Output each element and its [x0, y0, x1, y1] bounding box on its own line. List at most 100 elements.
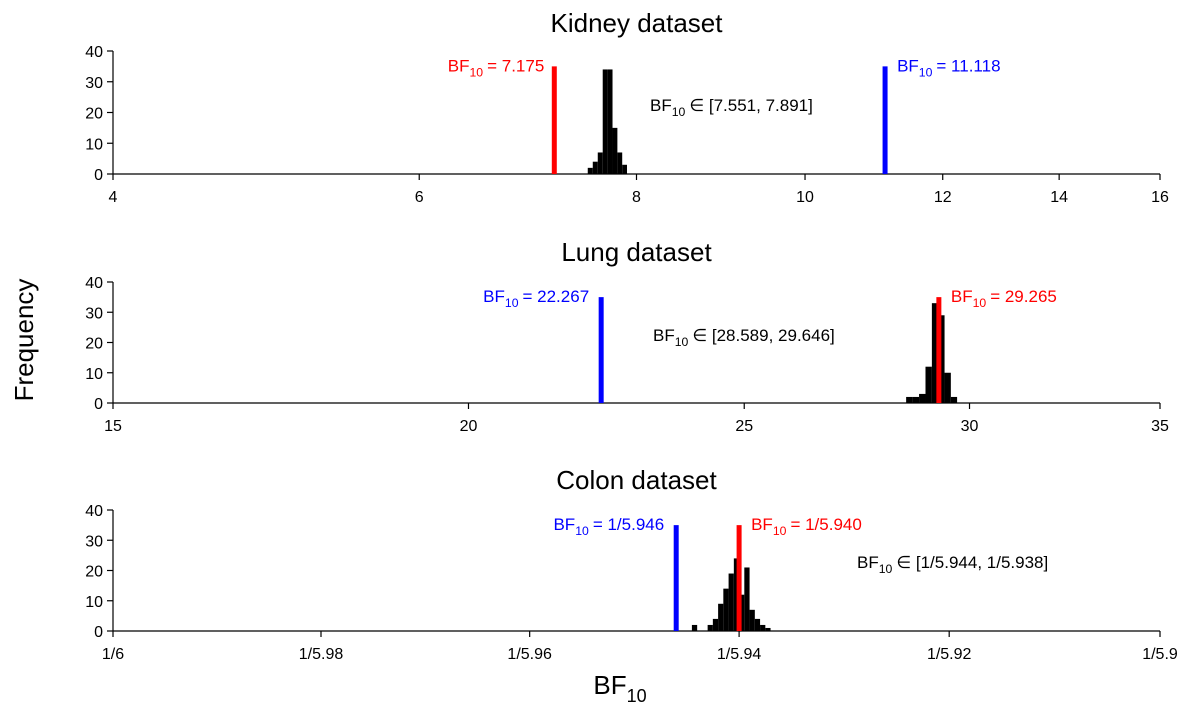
- histogram-bar: [944, 372, 951, 403]
- marker-label-base: BF: [951, 287, 973, 306]
- interval-label-text: ∈ [1/5.944, 1/5.938]: [896, 553, 1048, 572]
- histogram-bar: [754, 618, 761, 631]
- interval-label: BF10 ∈ [1/5.944, 1/5.938]: [857, 553, 1048, 576]
- histogram-bar: [733, 558, 740, 631]
- y-tick-label: 40: [85, 275, 103, 292]
- y-tick-label: 30: [85, 305, 103, 322]
- y-tick-label: 10: [85, 594, 103, 611]
- y-tick-label: 0: [94, 396, 103, 413]
- x-tick-label: 1/5.98: [299, 646, 344, 663]
- x-tick-label: 1/5.9: [1142, 646, 1178, 663]
- panel-title: Colon dataset: [556, 465, 717, 495]
- y-tick-label: 0: [94, 624, 103, 641]
- marker-label-sub: 10: [575, 524, 589, 538]
- marker-label: BF10 = 11.118: [897, 56, 1000, 79]
- y-tick-label: 20: [85, 106, 103, 123]
- interval-label-text: ∈ [7.551, 7.891]: [689, 96, 813, 115]
- x-tick-label: 14: [1050, 189, 1068, 206]
- x-tick-label: 1/5.92: [927, 646, 972, 663]
- x-tick-label: 6: [415, 189, 424, 206]
- histogram-bar: [749, 609, 755, 631]
- marker-label-base: BF: [751, 515, 773, 534]
- histogram-bar: [906, 396, 913, 403]
- marker-label-sub: 10: [505, 296, 519, 310]
- marker-label-base: BF: [553, 515, 575, 534]
- x-tick-label: 4: [109, 189, 118, 206]
- y-axis-label: Frequency: [9, 279, 39, 402]
- y-tick-label: 40: [85, 503, 103, 520]
- histogram-bar: [597, 152, 603, 174]
- marker-label-sub: 10: [973, 296, 987, 310]
- histogram-bar: [622, 164, 627, 174]
- panel-title: Lung dataset: [561, 237, 712, 267]
- histogram-bar: [925, 366, 932, 403]
- histogram-bar: [931, 303, 939, 403]
- panel-title: Kidney dataset: [550, 8, 723, 38]
- marker-label: BF10 = 1/5.946: [553, 515, 664, 538]
- marker-label-text: = 1/5.940: [790, 515, 861, 534]
- y-tick-label: 0: [94, 167, 103, 184]
- interval-label: BF10 ∈ [7.551, 7.891]: [650, 96, 813, 119]
- x-tick-label: 16: [1151, 189, 1169, 206]
- histogram-bar: [602, 69, 608, 174]
- x-tick-label: 8: [632, 189, 641, 206]
- marker-label: BF10 = 7.175: [448, 56, 545, 79]
- interval-label-base: BF: [650, 96, 672, 115]
- histogram-bar: [728, 573, 734, 631]
- interval-label-sub: 10: [672, 105, 686, 119]
- interval-label-sub: 10: [879, 562, 893, 576]
- marker-label-base: BF: [483, 287, 505, 306]
- marker-label-sub: 10: [469, 65, 483, 79]
- marker-label-sub: 10: [773, 524, 787, 538]
- histogram-bar: [744, 567, 750, 631]
- x-tick-label: 1/5.94: [717, 646, 762, 663]
- x-tick-label: 10: [796, 189, 814, 206]
- interval-label-text: ∈ [28.589, 29.646]: [692, 326, 834, 345]
- histogram-bar: [760, 624, 766, 631]
- marker-label-base: BF: [897, 56, 919, 75]
- histogram-bar: [691, 624, 698, 631]
- histogram-bar: [718, 603, 724, 631]
- marker-label-text: = 29.265: [990, 287, 1057, 306]
- x-tick-label: 15: [104, 418, 122, 435]
- y-tick-label: 30: [85, 533, 103, 550]
- histogram-bar: [950, 396, 958, 403]
- histogram-bar: [712, 618, 719, 631]
- x-tick-label: 1/6: [102, 646, 124, 663]
- marker-label-sub: 10: [919, 65, 933, 79]
- x-tick-label: 20: [460, 418, 478, 435]
- x-axis-label: BF10: [593, 670, 646, 706]
- x-axis-label-sub: 10: [627, 686, 647, 706]
- histogram-bar: [617, 152, 623, 174]
- marker-label-text: = 1/5.946: [593, 515, 664, 534]
- x-tick-label: 35: [1151, 418, 1169, 435]
- marker-label: BF10 = 22.267: [483, 287, 589, 310]
- histogram-bar: [938, 315, 945, 403]
- interval-label-sub: 10: [675, 335, 689, 349]
- x-tick-label: 1/5.96: [507, 646, 552, 663]
- histogram-bar: [587, 167, 593, 174]
- y-tick-label: 10: [85, 366, 103, 383]
- marker-label: BF10 = 1/5.940: [751, 515, 862, 538]
- x-tick-label: 12: [934, 189, 952, 206]
- interval-label: BF10 ∈ [28.589, 29.646]: [653, 326, 835, 349]
- x-tick-label: 25: [735, 418, 753, 435]
- histogram-bar: [612, 127, 618, 174]
- histogram-bar: [919, 393, 926, 403]
- x-tick-label: 30: [961, 418, 979, 435]
- marker-label-base: BF: [448, 56, 470, 75]
- histogram-bar: [912, 396, 920, 403]
- histogram-bar: [723, 588, 729, 631]
- histogram-bar: [765, 627, 771, 631]
- marker-label-text: = 22.267: [523, 287, 590, 306]
- y-tick-label: 30: [85, 75, 103, 92]
- y-tick-label: 20: [85, 564, 103, 581]
- marker-label-text: = 11.118: [936, 56, 1000, 75]
- interval-label-base: BF: [857, 553, 879, 572]
- y-tick-label: 40: [85, 44, 103, 61]
- histogram-bar: [707, 624, 713, 631]
- interval-label-base: BF: [653, 326, 675, 345]
- marker-label-text: = 7.175: [487, 56, 544, 75]
